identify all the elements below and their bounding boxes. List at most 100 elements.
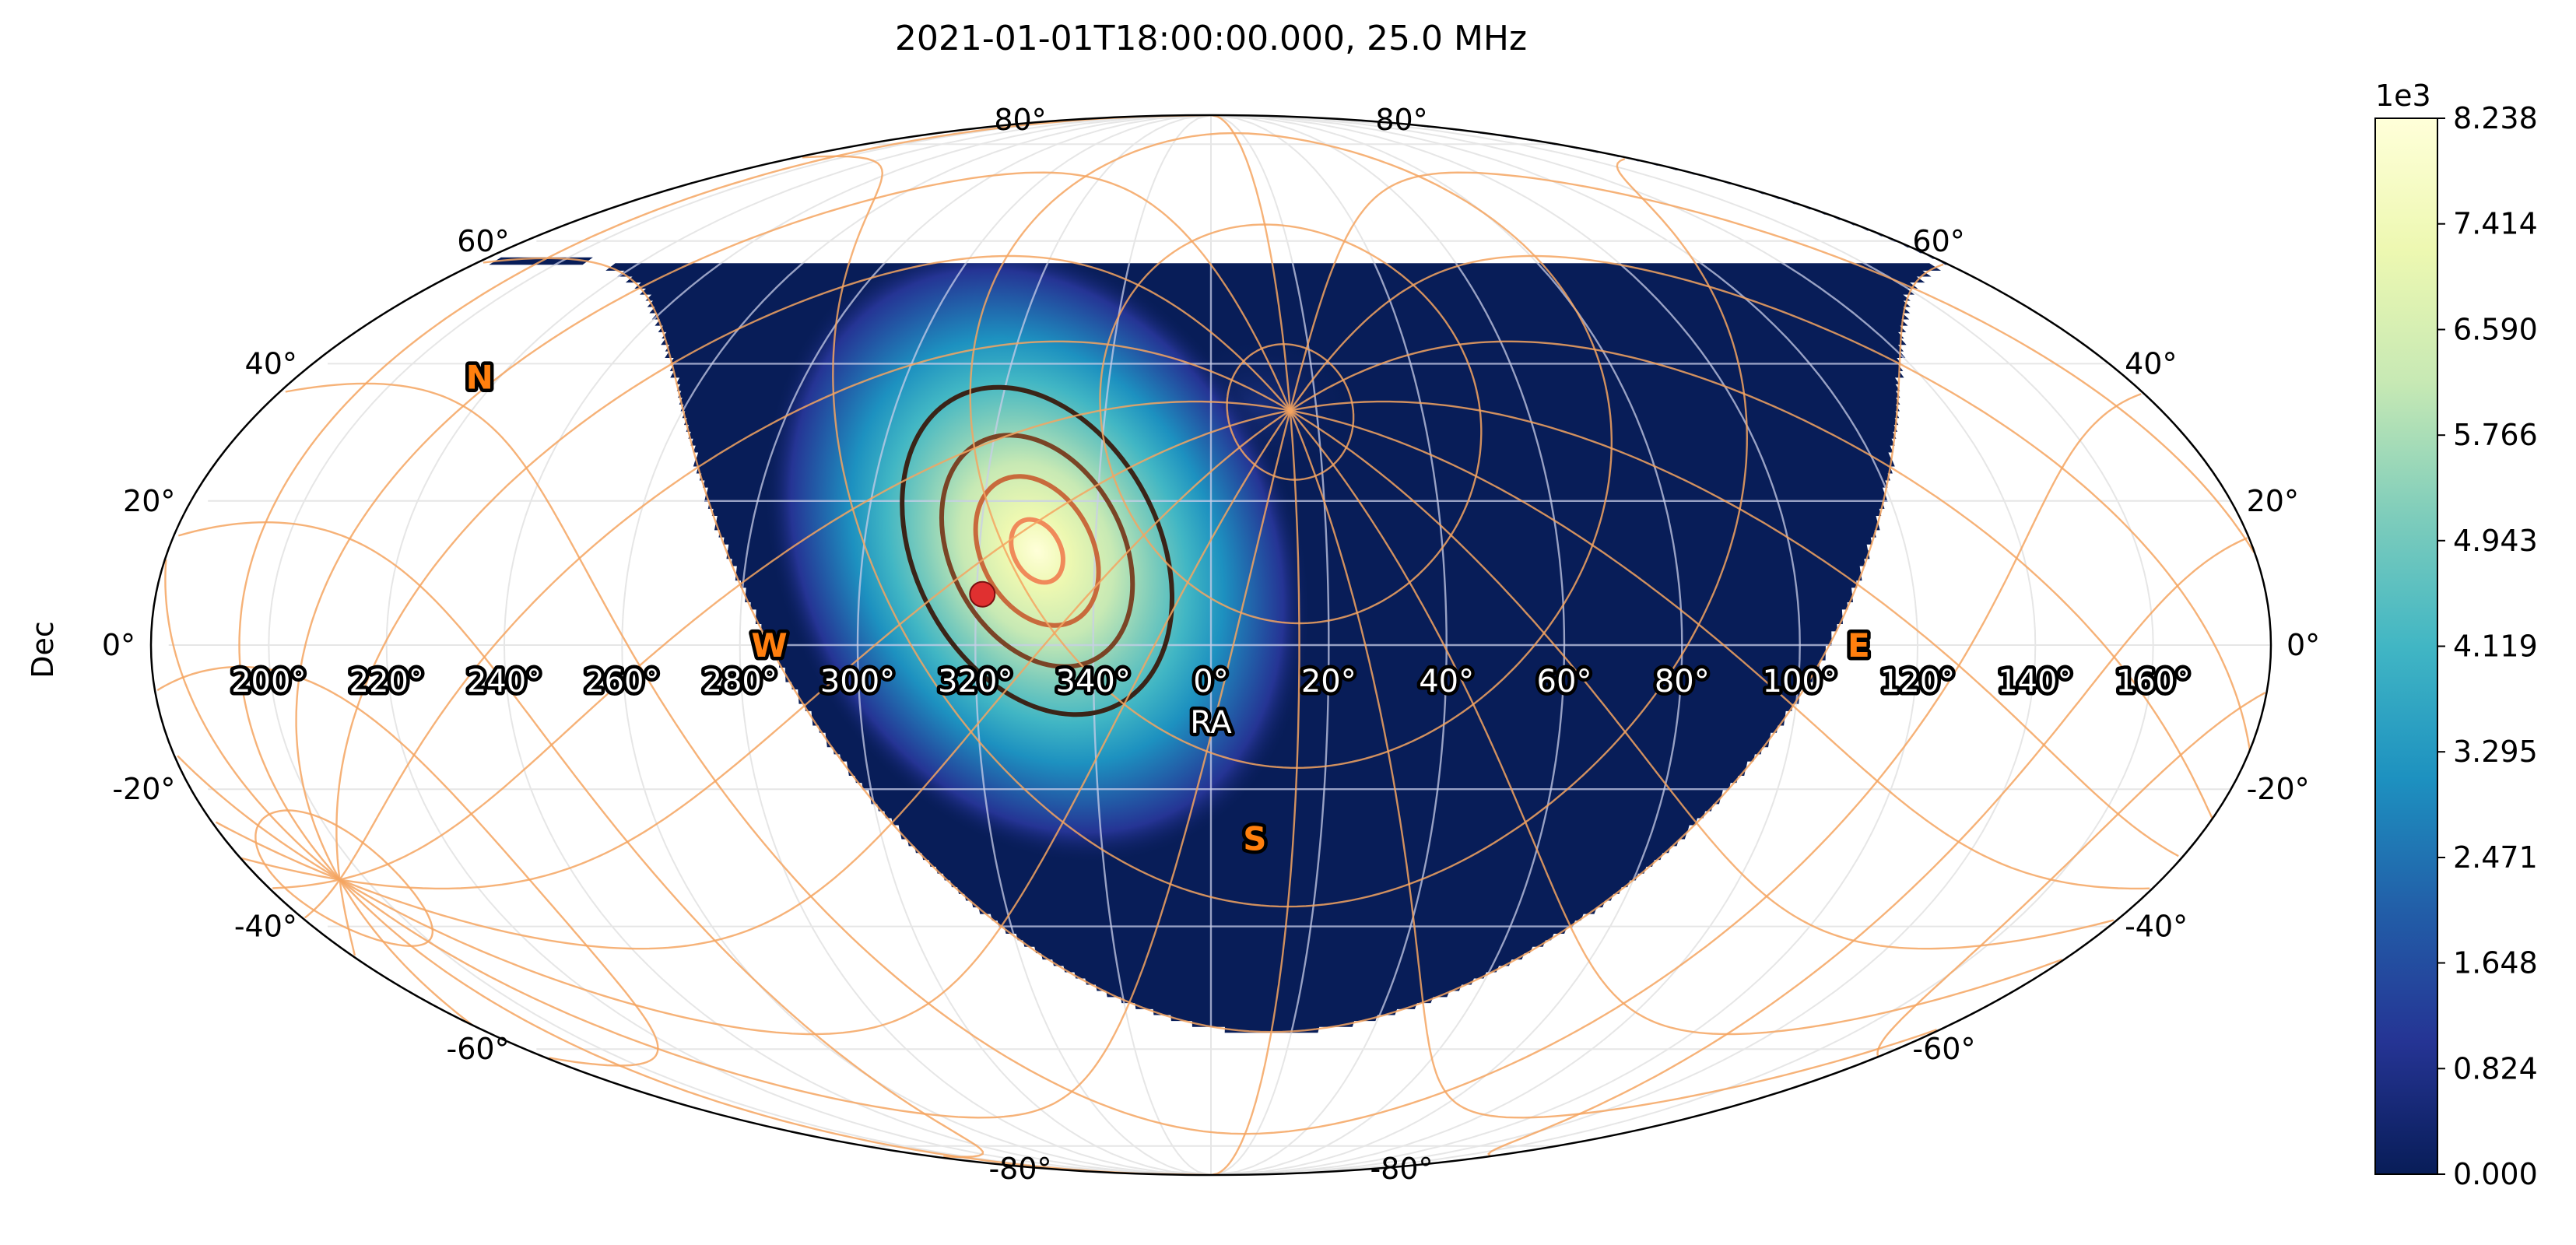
dec-tick-label: -80°: [1370, 1152, 1433, 1186]
colorbar-tick-label: 6.590: [2453, 313, 2538, 347]
altaz-grid-line: [1290, 409, 2150, 890]
ra-tick-labels: 160° 140° 120° 100° 80° 60° 40° 20° 0° 340° 320° 30…: [228, 661, 2195, 703]
altaz-grid-line: [238, 115, 1291, 881]
x-axis-label: RA: [1190, 705, 1232, 741]
cardinal-label-s: S: [1243, 819, 1266, 857]
altaz-grid-line: [164, 559, 341, 881]
dec-tick-label: 60°: [1912, 224, 1964, 258]
dec-tick-label: 40°: [245, 346, 297, 381]
dec-tick-label: -40°: [2125, 910, 2188, 944]
altaz-grid-line: [1290, 400, 2179, 857]
dec-tick-label: -80°: [988, 1152, 1051, 1186]
colorbar-tick-label: 1.648: [2453, 946, 2538, 980]
altaz-grid-line: [339, 879, 356, 956]
ra-tick-label: 140°: [1998, 664, 2072, 700]
altaz-grid-line: [241, 857, 340, 881]
altaz-grid-line: [339, 409, 1291, 950]
ra-tick-label: 120°: [1880, 664, 1955, 700]
altaz-grid-line: [1876, 692, 2266, 1057]
altaz-grid-line: [177, 521, 266, 537]
altaz-grid-line: [339, 409, 1291, 1036]
altaz-grid-line: [215, 821, 340, 881]
ra-tick-label: 280°: [703, 664, 777, 700]
dec-tick-label: 20°: [2247, 484, 2299, 518]
colorbar-tick-label: 4.119: [2453, 630, 2538, 664]
colorbar-tick-label: 8.238: [2453, 101, 2538, 135]
cardinal-label-w: W: [751, 626, 787, 665]
ra-tick-label: 320°: [938, 664, 1013, 700]
colorbar-tick-label: 3.295: [2453, 735, 2538, 769]
contours: [900, 384, 1174, 717]
dec-tick-label: 80°: [1375, 103, 1427, 137]
colorbar-tick-label: 0.824: [2453, 1051, 2538, 1085]
ra-tick-label: 220°: [349, 664, 424, 700]
dec-tick-label: 80°: [994, 103, 1046, 137]
cardinal-label-e: E: [1848, 626, 1870, 665]
altaz-grid-line: [483, 257, 547, 264]
cardinal-labels: N E W S: [462, 355, 1873, 861]
sky-background: [489, 115, 1950, 1033]
altaz-grid-line: [265, 521, 984, 1159]
dec-tick-label: 0°: [102, 628, 135, 662]
colorbar-tick-label: 4.943: [2453, 524, 2538, 558]
dec-tick-label: 0°: [2286, 628, 2320, 662]
colorbar-tick-label: 0.000: [2453, 1157, 2538, 1191]
beam-contour: [900, 384, 1174, 717]
altaz-grid-line: [339, 410, 1291, 1119]
beam-contour: [1009, 517, 1065, 585]
altaz-grid-line: [339, 409, 1291, 890]
altaz-grid-line: [832, 155, 1749, 908]
colorbar-tick-label: 5.766: [2453, 418, 2538, 452]
beam-contour: [973, 474, 1101, 628]
altaz-grid: [156, 115, 2266, 1175]
altaz-grid-line: [366, 382, 2142, 1135]
dec-tick-label: 20°: [123, 484, 175, 518]
colorbar-ticks: 0.000 0.824 1.648 2.471 3.295 4.119 4.943 5.766…: [2437, 101, 2538, 1191]
map-outline: [149, 114, 2272, 1177]
altaz-grid-line: [339, 879, 473, 1026]
dec-tick-label: -60°: [447, 1032, 510, 1066]
ra-tick-label: 240°: [467, 664, 542, 700]
colorbar: 1e3 0.000 0.824 1.648 2.471 3.295 4.119 4.943 5…: [2374, 79, 2538, 1191]
altaz-grid-line: [156, 665, 240, 692]
altaz-grid-line: [1289, 171, 2255, 553]
dec-tick-label: -20°: [112, 772, 175, 806]
ra-tick-label: 60°: [1537, 664, 1592, 700]
altaz-grid-line: [295, 171, 1291, 881]
cardinal-label-n: N: [466, 358, 493, 396]
altaz-grid-line: [339, 400, 1291, 881]
ra-tick-label: 100°: [1763, 664, 1837, 700]
ra-tick-label: 200°: [231, 664, 306, 700]
dec-tick-label: -20°: [2247, 772, 2310, 806]
ra-tick-label: 300°: [820, 664, 895, 700]
altaz-grid-line: [546, 257, 1944, 1033]
altaz-grid-line: [285, 382, 367, 393]
altaz-grid-line: [802, 155, 836, 159]
dec-tick-label: -60°: [1912, 1032, 1975, 1066]
ra-tick-label: 0°: [1193, 664, 1228, 700]
ra-tick-label: 40°: [1419, 664, 1474, 700]
y-axis-label: Dec: [26, 621, 60, 679]
source-markers: [969, 580, 996, 608]
dec-tick-label: 60°: [457, 224, 509, 258]
dec-tick-labels: 80° 80° 60° 60° 40° 40° 20° 20° 0° 0° -20° -20° -40°…: [102, 103, 2320, 1186]
altaz-grid-line: [1289, 410, 1937, 1119]
altaz-grid-line: [1290, 409, 2114, 950]
dec-tick-label: 40°: [2125, 346, 2177, 381]
ra-tick-label: 20°: [1301, 664, 1356, 700]
dec-tick-label: -40°: [234, 910, 297, 944]
altaz-grid-line: [339, 410, 1300, 1175]
chart-title: 2021-01-01T18:00:00.000, 25.0 MHz: [895, 19, 1527, 58]
altaz-grid-line: [240, 665, 659, 1067]
altaz-grid-line: [1290, 340, 2213, 819]
beam-contour: [939, 433, 1135, 669]
altaz-grid-line: [177, 755, 341, 881]
ra-tick-label: 160°: [2116, 664, 2191, 700]
source-marker: [969, 580, 996, 608]
ra-tick-label: 260°: [584, 664, 659, 700]
colorbar-tick-label: 2.471: [2453, 840, 2538, 875]
altaz-grid-line: [1289, 254, 2251, 750]
map-area: 160° 140° 120° 100° 80° 60° 40° 20° 0° 340° 320° 30…: [26, 103, 2320, 1186]
ra-tick-label: 80°: [1655, 664, 1710, 700]
